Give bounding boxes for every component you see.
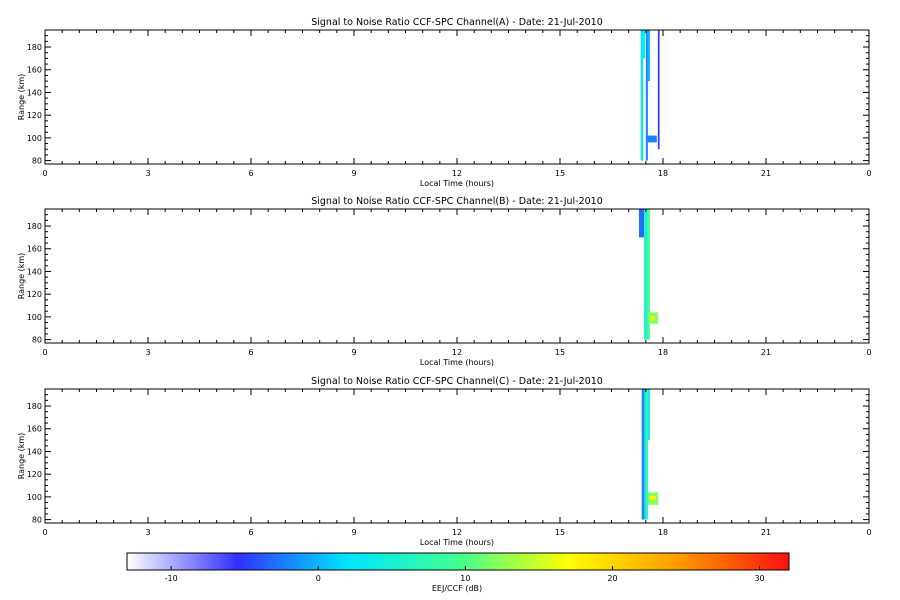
- y-tick-label: 120: [27, 290, 42, 299]
- x-tick-label: 0: [42, 169, 47, 178]
- colorbar-tick-label: 20: [607, 574, 617, 583]
- y-tick-label: 160: [27, 425, 42, 434]
- x-tick-label: 3: [145, 348, 150, 357]
- heatmap-cell: [657, 30, 660, 150]
- x-tick-label: 18: [658, 169, 668, 178]
- panel-c-ylabel: Range (km): [17, 433, 26, 480]
- y-tick-label: 180: [27, 43, 42, 52]
- x-tick-label: 0: [42, 348, 47, 357]
- x-tick-label: 3: [145, 528, 150, 537]
- panel-channel-b: Signal to Noise Ratio CCF-SPC Channel(B)…: [17, 196, 872, 367]
- panel-a-title: Signal to Noise Ratio CCF-SPC Channel(A)…: [311, 17, 603, 28]
- heatmap-cell: [647, 30, 650, 82]
- heatmap-cell: [644, 389, 648, 520]
- x-tick-label: 0: [866, 528, 871, 537]
- x-tick-label: 6: [248, 348, 253, 357]
- x-tick-label: 12: [452, 348, 462, 357]
- plot-frame: [44, 29, 870, 165]
- x-tick-label: 6: [248, 528, 253, 537]
- panel-channel-a: Signal to Noise Ratio CCF-SPC Channel(A)…: [17, 17, 872, 188]
- y-tick-label: 140: [27, 447, 42, 456]
- y-tick-label: 100: [27, 134, 42, 143]
- x-tick-label: 21: [761, 348, 771, 357]
- x-tick-label: 12: [452, 169, 462, 178]
- panel-b-xlabel: Local Time (hours): [420, 358, 494, 367]
- colorbar-tick-label: 10: [460, 574, 470, 583]
- y-tick-label: 120: [27, 111, 42, 120]
- heatmap-cell: [644, 209, 648, 340]
- heatmap-cell: [640, 30, 644, 161]
- heatmap-cell: [645, 135, 657, 143]
- panel-b-ylabel: Range (km): [17, 253, 26, 300]
- heatmap-cell: [638, 209, 645, 238]
- panel-b-title: Signal to Noise Ratio CCF-SPC Channel(B)…: [311, 196, 603, 207]
- x-tick-label: 18: [658, 348, 668, 357]
- colorbar-tick-label: -10: [165, 574, 178, 583]
- colorbar: -10 0 10 20 30 EEJ/CCF (dB): [126, 552, 790, 593]
- panel-c-xlabel: Local Time (hours): [420, 538, 494, 547]
- panel-a-ylabel: Range (km): [17, 74, 26, 121]
- plot-frame: [44, 388, 870, 524]
- colorbar-gradient: [126, 552, 790, 571]
- y-tick-label: 180: [27, 402, 42, 411]
- x-tick-label: 3: [145, 169, 150, 178]
- x-tick-label: 0: [866, 348, 871, 357]
- heatmap-cell: [641, 389, 645, 520]
- panel-channel-c: Signal to Noise Ratio CCF-SPC Channel(C)…: [17, 376, 872, 547]
- heatmap-cell: [645, 30, 648, 161]
- x-tick-label: 9: [351, 169, 356, 178]
- y-tick-label: 160: [27, 66, 42, 75]
- heatmap-cell: [643, 30, 646, 59]
- y-tick-label: 100: [27, 313, 42, 322]
- y-tick-label: 80: [32, 157, 42, 166]
- y-tick-label: 140: [27, 267, 42, 276]
- heatmap-cell: [649, 495, 656, 501]
- x-tick-label: 15: [555, 528, 565, 537]
- y-tick-label: 100: [27, 493, 42, 502]
- x-tick-label: 0: [866, 169, 871, 178]
- x-tick-label: 6: [248, 169, 253, 178]
- colorbar-ticks: -10 0 10 20 30: [165, 566, 765, 583]
- y-tick-label: 80: [32, 336, 42, 345]
- plot-frame: [44, 208, 870, 344]
- colorbar-tick-label: 30: [754, 574, 764, 583]
- heatmap-cell: [649, 315, 655, 321]
- x-tick-label: 18: [658, 528, 668, 537]
- y-tick-label: 120: [27, 470, 42, 479]
- x-tick-label: 21: [761, 528, 771, 537]
- x-tick-label: 15: [555, 348, 565, 357]
- x-tick-label: 0: [42, 528, 47, 537]
- y-tick-label: 80: [32, 516, 42, 525]
- x-tick-label: 9: [351, 528, 356, 537]
- y-tick-label: 180: [27, 222, 42, 231]
- x-tick-label: 12: [452, 528, 462, 537]
- heatmap-cell: [647, 209, 650, 340]
- x-tick-label: 15: [555, 169, 565, 178]
- panel-c-title: Signal to Noise Ratio CCF-SPC Channel(C)…: [311, 376, 603, 387]
- colorbar-tick-label: 0: [316, 574, 321, 583]
- heatmap-cell: [647, 389, 650, 441]
- colorbar-label: EEJ/CCF (dB): [432, 584, 482, 593]
- x-tick-label: 21: [761, 169, 771, 178]
- y-tick-label: 160: [27, 245, 42, 254]
- y-tick-label: 140: [27, 88, 42, 97]
- x-tick-label: 9: [351, 348, 356, 357]
- panel-a-xlabel: Local Time (hours): [420, 179, 494, 188]
